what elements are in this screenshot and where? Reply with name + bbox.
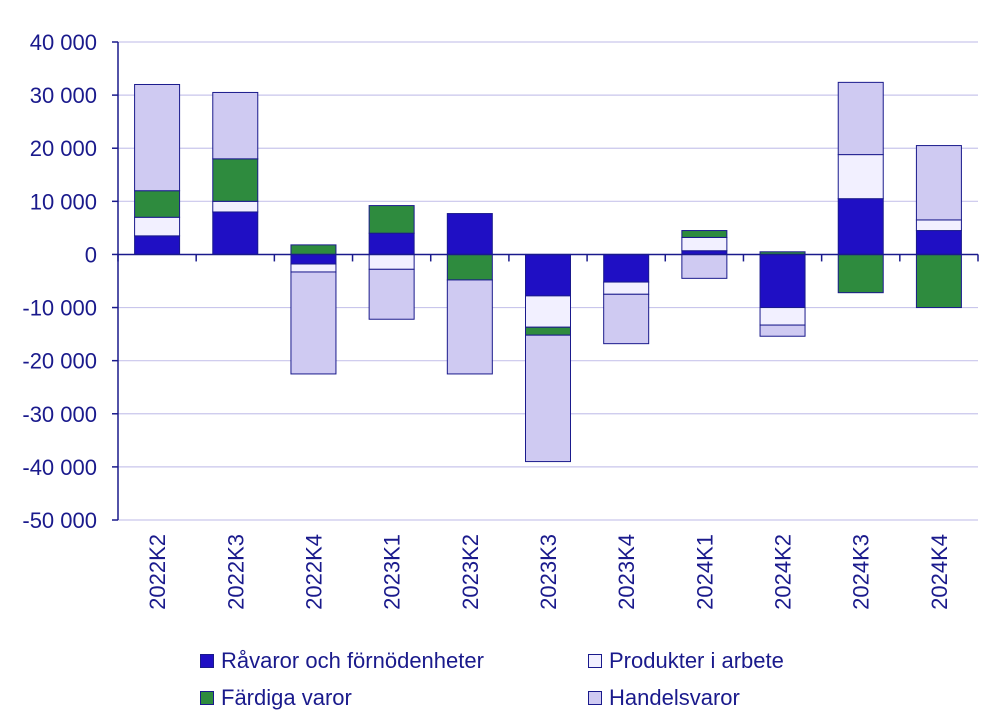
- stacked-bar-chart: 40 000 30 000 20 000 10 000 0 -10 000 -20 000 -…: [22, 30, 979, 610]
- y-tick-label: 20 000: [30, 136, 97, 161]
- x-tick-label: 2023K4: [614, 534, 639, 610]
- legend-item: Produkter i arbete: [588, 648, 784, 674]
- bar-segment: [290, 253, 337, 265]
- bar-segment: [603, 293, 650, 345]
- x-tick-label: 2022K3: [223, 534, 248, 610]
- bar-segment: [212, 200, 259, 213]
- y-tick-label: -50 000: [22, 508, 97, 533]
- bar-segment: [915, 253, 962, 309]
- bar-segment: [368, 232, 415, 255]
- bar-segment: [681, 236, 728, 252]
- bar-segment: [759, 324, 806, 337]
- axes: [117, 42, 979, 520]
- bar-segment: [837, 81, 884, 156]
- bar-segment: [603, 281, 650, 295]
- bar-segment: [446, 253, 493, 281]
- bar-segment: [837, 253, 884, 294]
- y-tick-label: 10 000: [30, 189, 97, 214]
- bar-segment: [525, 334, 571, 463]
- bar-segment: [525, 253, 571, 297]
- x-tick-labels: 2022K2 2022K3 2022K4 2023K1 2023K2 2023K3 2023…: [145, 534, 952, 610]
- bar-segment: [681, 230, 728, 238]
- legend-label: Färdiga varor: [221, 685, 352, 710]
- x-tick-label: 2023K2: [458, 534, 483, 610]
- bar-segment: [368, 205, 415, 234]
- bar-segment: [134, 235, 181, 255]
- bars: [134, 81, 962, 463]
- bar-segment: [837, 198, 884, 255]
- bar-segment: [446, 213, 493, 255]
- y-tick-label: 40 000: [30, 30, 97, 55]
- bar-segment: [290, 271, 337, 375]
- bar-segment: [525, 295, 571, 328]
- bar-segment: [525, 326, 571, 336]
- legend-item: Råvaror och förnödenheter: [200, 648, 484, 674]
- bar-segment: [915, 230, 962, 255]
- x-tick-label: 2024K4: [927, 534, 952, 610]
- bar-segment: [290, 263, 337, 273]
- legend-label: Handelsvaror: [609, 685, 740, 710]
- y-tick-label: -40 000: [22, 455, 97, 480]
- x-tick-label: 2022K4: [301, 534, 326, 610]
- bar-segment: [368, 253, 415, 270]
- y-tick-label: -10 000: [22, 296, 97, 321]
- bar-segment: [837, 154, 884, 200]
- legend-swatch: [588, 654, 602, 668]
- y-tick-label: 0: [85, 242, 97, 267]
- bar-segment: [603, 253, 650, 283]
- x-tick-label: 2024K2: [771, 534, 796, 610]
- bar-segment: [368, 268, 415, 320]
- legend-item: Färdiga varor: [200, 685, 352, 711]
- bar-segment: [290, 244, 337, 255]
- bar-segment: [212, 158, 259, 202]
- x-tick-label: 2024K3: [849, 534, 874, 610]
- legend-item: Handelsvaror: [588, 685, 740, 711]
- y-tick-label: 30 000: [30, 83, 97, 108]
- bar-segment: [134, 83, 181, 192]
- bar-segment: [212, 91, 259, 160]
- bar-segment: [134, 216, 181, 237]
- x-tick-label: 2023K3: [536, 534, 561, 610]
- y-tick-label: -20 000: [22, 349, 97, 374]
- bar-segment: [759, 307, 806, 326]
- y-tick-labels: 40 000 30 000 20 000 10 000 0 -10 000 -20 000 -…: [22, 30, 97, 533]
- x-tick-label: 2024K1: [692, 534, 717, 610]
- bar-segment: [915, 219, 962, 232]
- legend-label: Produkter i arbete: [609, 648, 784, 673]
- bar-segment: [446, 279, 493, 375]
- x-tick-label: 2023K1: [380, 534, 405, 610]
- y-tick-label: -30 000: [22, 402, 97, 427]
- legend-label: Råvaror och förnödenheter: [221, 648, 484, 673]
- legend-swatch: [200, 654, 214, 668]
- bar-segment: [212, 211, 259, 255]
- x-tick-label: 2022K2: [145, 534, 170, 610]
- bar-segment: [681, 253, 728, 279]
- bar-segment: [134, 190, 181, 218]
- bar-segment: [915, 145, 962, 221]
- legend-swatch: [588, 691, 602, 705]
- bar-segment: [759, 253, 806, 309]
- legend-swatch: [200, 691, 214, 705]
